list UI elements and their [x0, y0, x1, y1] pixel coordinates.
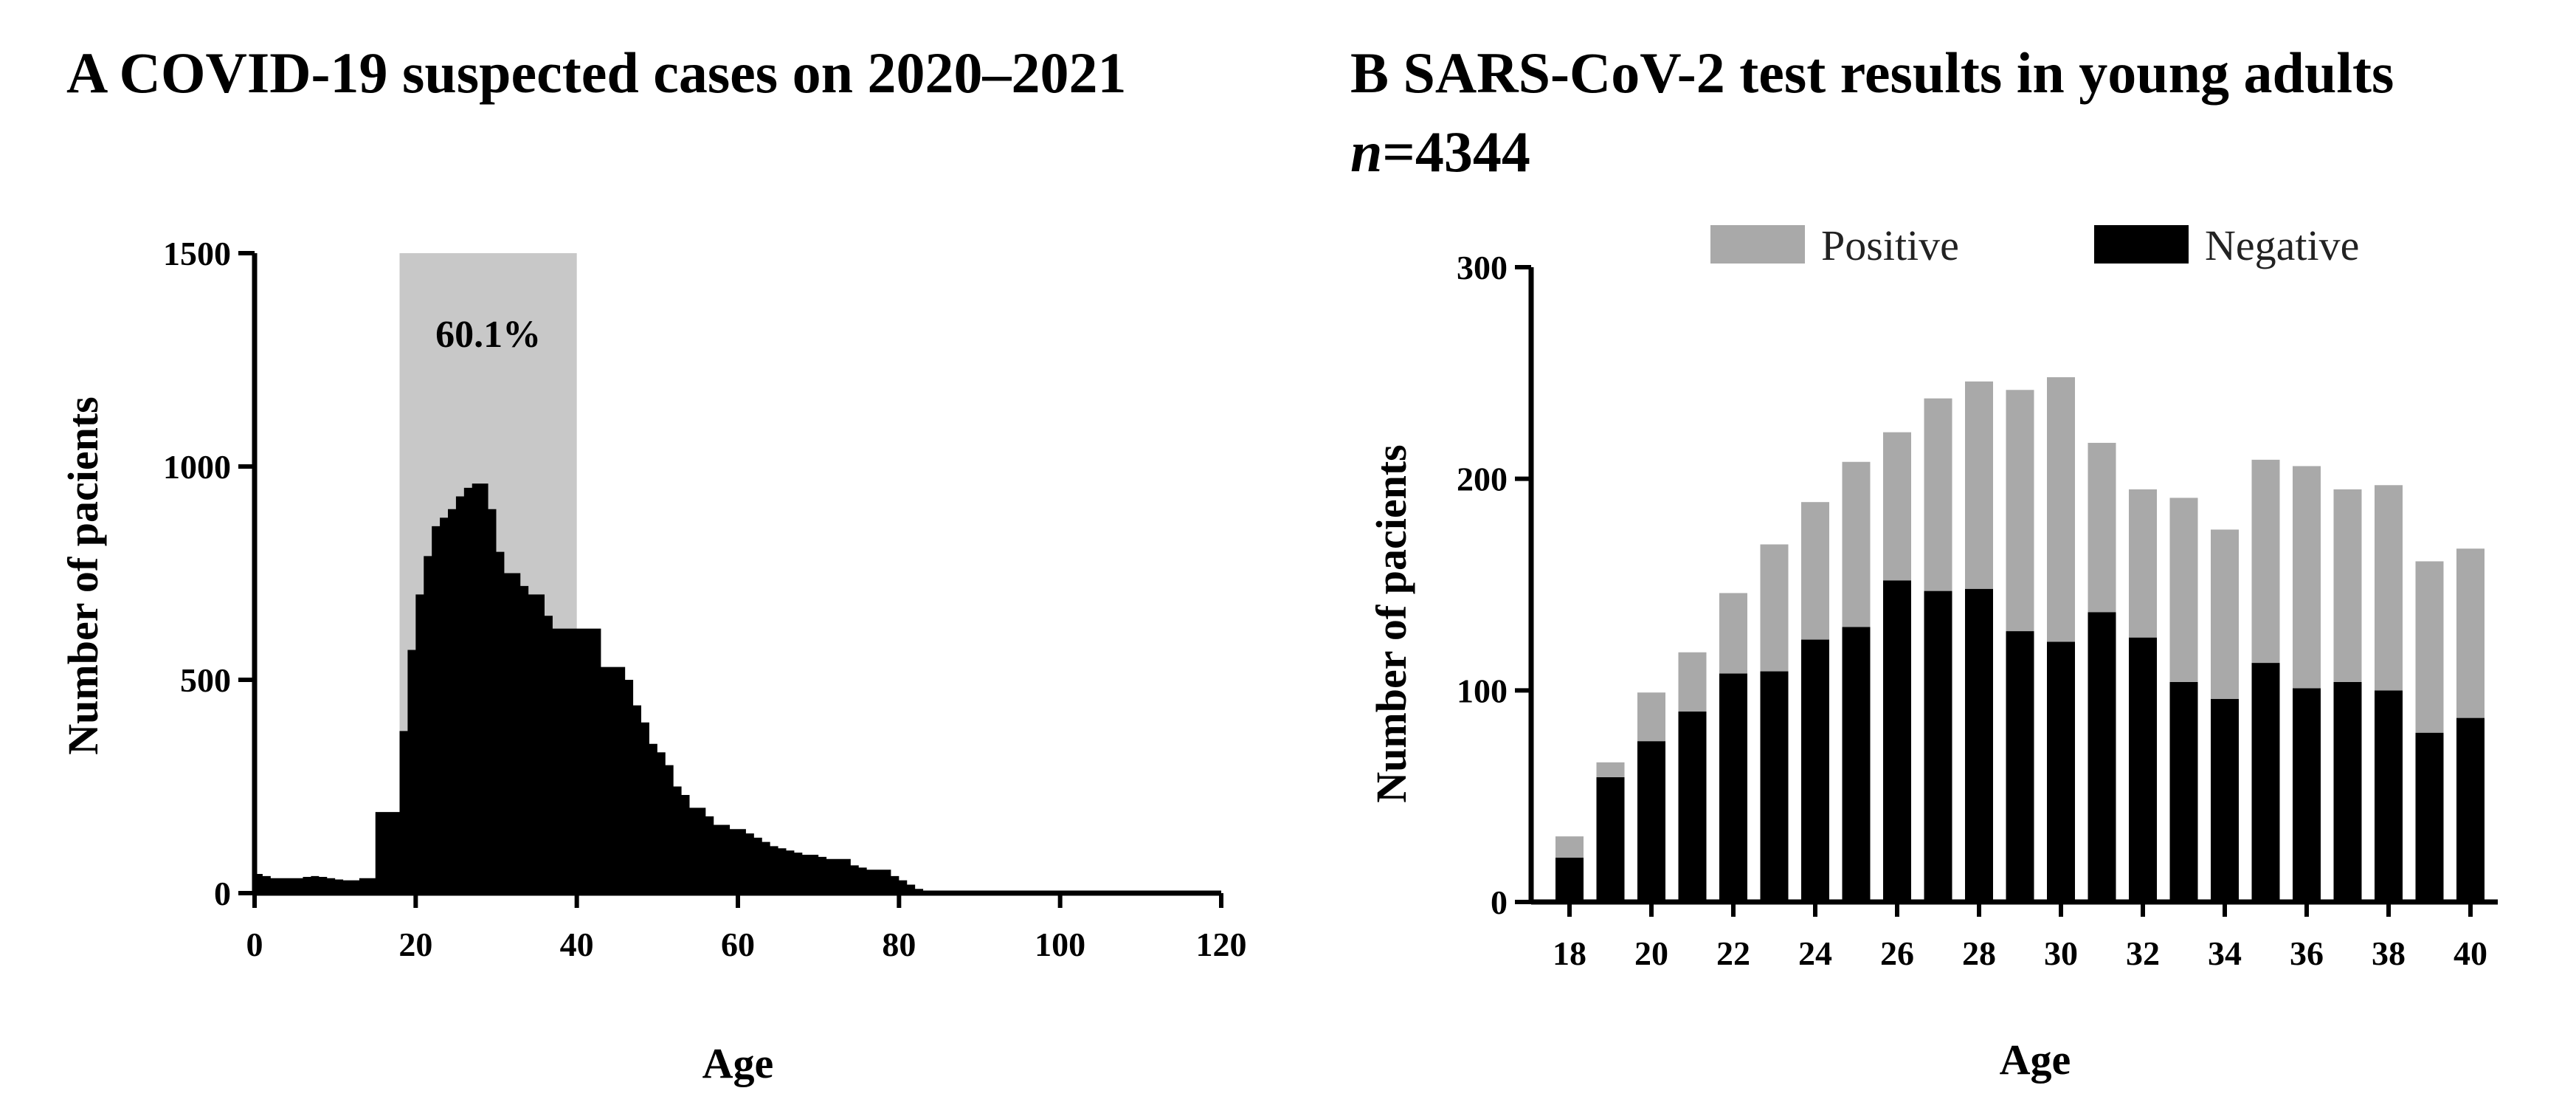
y-tick-label: 0	[214, 875, 231, 912]
x-tick-label: 40	[560, 926, 594, 963]
bar-positive-age-28	[1965, 381, 1993, 589]
bar-positive-age-22	[1719, 593, 1747, 674]
x-tick-label: 80	[882, 926, 916, 963]
panel-a-x-axis-label: Age	[702, 1039, 774, 1087]
bar-positive-age-29	[2006, 390, 2034, 632]
age-distribution-area	[255, 483, 1221, 893]
bar-positive-age-36	[2293, 466, 2321, 689]
panel-a-chart: A COVID-19 suspected cases on 2020–2021 …	[59, 41, 1247, 1087]
bar-positive-age-25	[1842, 461, 1871, 627]
bar-negative-age-25	[1842, 627, 1871, 902]
bar-positive-age-27	[1924, 398, 1952, 591]
y-tick-label: 1500	[163, 235, 231, 272]
x-tick-label: 120	[1196, 926, 1247, 963]
panel-b-sample-size: n=4344	[1350, 120, 1530, 184]
bar-negative-age-22	[1719, 673, 1747, 902]
bar-negative-age-31	[2088, 612, 2116, 902]
bar-negative-age-27	[1924, 591, 1952, 902]
panel-b-y-axis-label: Number of pacients	[1367, 444, 1415, 802]
bar-negative-age-24	[1801, 639, 1829, 902]
bar-positive-age-31	[2088, 442, 2116, 613]
bar-negative-age-19	[1596, 777, 1625, 902]
bar-positive-age-32	[2129, 489, 2157, 638]
bar-negative-age-18	[1555, 857, 1584, 902]
y-tick-label: 500	[180, 661, 231, 699]
x-tick-label: 38	[2372, 934, 2406, 972]
legend-label-positive: Positive	[1821, 221, 1959, 269]
bar-negative-age-20	[1637, 741, 1665, 902]
bar-negative-age-36	[2293, 688, 2321, 902]
bar-negative-age-28	[1965, 588, 1993, 902]
legend-label-negative: Negative	[2205, 221, 2359, 269]
x-tick-label: 22	[1716, 934, 1750, 972]
bar-positive-age-35	[2251, 459, 2280, 664]
bar-positive-age-39	[2415, 561, 2444, 733]
legend-swatch-negative	[2094, 225, 2189, 264]
legend-swatch-positive	[1710, 225, 1805, 264]
bar-negative-age-35	[2251, 663, 2280, 902]
y-tick-label: 0	[1491, 884, 1508, 921]
x-tick-label: 32	[2126, 934, 2160, 972]
panel-a-x-ticks: 0 20 40 60 80 100 120	[246, 893, 1247, 963]
bar-negative-age-37	[2333, 681, 2362, 902]
panel-b-chart: B SARS-CoV-2 test results in young adult…	[1350, 41, 2498, 1084]
bar-negative-age-30	[2047, 641, 2075, 902]
bar-positive-age-18	[1555, 836, 1584, 858]
bar-negative-age-33	[2169, 681, 2198, 902]
panel-a-y-axis-label: Number of pacients	[59, 396, 107, 754]
panel-b-bars	[1555, 377, 2485, 902]
x-tick-label: 20	[1634, 934, 1668, 972]
bar-positive-age-21	[1678, 652, 1707, 712]
x-tick-label: 0	[246, 926, 263, 963]
bar-positive-age-24	[1801, 502, 1829, 640]
bar-positive-age-37	[2333, 489, 2362, 682]
bar-positive-age-38	[2375, 485, 2403, 691]
bar-positive-age-26	[1883, 432, 1911, 581]
bar-negative-age-29	[2006, 631, 2034, 902]
bar-negative-age-32	[2129, 637, 2157, 902]
panel-b-x-ticks: 18 20 22 24 26 28 30 32 34 36 38 40	[1553, 902, 2487, 972]
x-tick-label: 40	[2454, 934, 2487, 972]
bar-positive-age-34	[2211, 529, 2239, 699]
bar-positive-age-23	[1760, 544, 1789, 672]
x-tick-label: 34	[2208, 934, 2242, 972]
bar-negative-age-23	[1760, 671, 1789, 902]
panel-b-y-ticks: 0 100 200 300	[1457, 249, 1531, 921]
highlight-percent-label: 60.1%	[435, 314, 541, 356]
bar-positive-age-20	[1637, 692, 1665, 742]
sample-size-n: n	[1350, 120, 1382, 184]
bar-positive-age-30	[2047, 377, 2075, 642]
x-tick-label: 100	[1035, 926, 1085, 963]
x-tick-label: 24	[1798, 934, 1832, 972]
bar-positive-age-19	[1596, 762, 1625, 777]
x-tick-label: 18	[1553, 934, 1586, 972]
x-tick-label: 60	[721, 926, 755, 963]
panel-a-y-ticks: 0 500 1000 1500	[163, 235, 255, 912]
bar-negative-age-38	[2375, 690, 2403, 902]
bar-negative-age-26	[1883, 580, 1911, 902]
x-tick-label: 26	[1880, 934, 1914, 972]
x-tick-label: 28	[1962, 934, 1996, 972]
bar-negative-age-40	[2456, 717, 2485, 902]
x-tick-label: 30	[2044, 934, 2078, 972]
panel-a-title: A COVID-19 suspected cases on 2020–2021	[66, 41, 1127, 105]
y-tick-label: 100	[1457, 672, 1508, 709]
panel-b-title: B SARS-CoV-2 test results in young adult…	[1350, 41, 2394, 105]
panel-b-x-axis-label: Age	[2000, 1036, 2071, 1084]
bar-negative-age-21	[1678, 712, 1707, 902]
y-tick-label: 1000	[163, 448, 231, 486]
sample-size-value: =4344	[1382, 120, 1530, 184]
panel-b-axes	[1528, 267, 2498, 905]
x-tick-label: 20	[398, 926, 432, 963]
x-tick-label: 36	[2290, 934, 2324, 972]
y-tick-label: 300	[1457, 249, 1508, 286]
y-tick-label: 200	[1457, 461, 1508, 498]
bar-negative-age-34	[2211, 698, 2239, 902]
bar-negative-age-39	[2415, 732, 2444, 902]
bar-positive-age-33	[2169, 497, 2198, 682]
bar-positive-age-40	[2456, 548, 2485, 718]
